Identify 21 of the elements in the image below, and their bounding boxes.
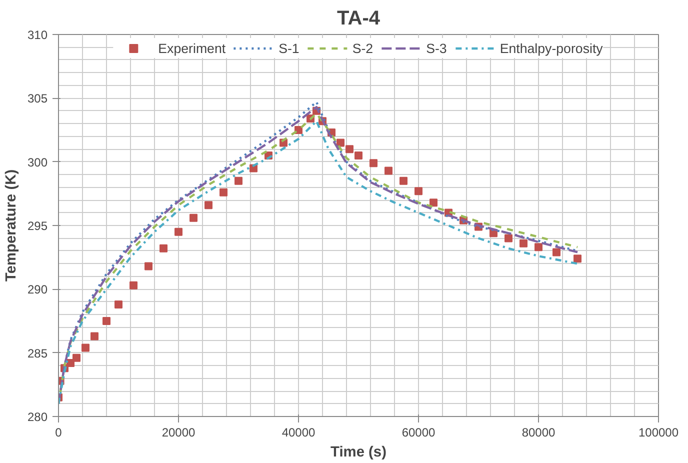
legend-label: S-1 — [278, 40, 300, 56]
x-tick-label: 60000 — [402, 426, 436, 440]
y-tick-label: 300 — [27, 155, 48, 170]
legend-label: Enthalpy-porosity — [500, 40, 603, 56]
y-tick-label: 280 — [27, 410, 48, 424]
x-tick-label: 40000 — [282, 426, 316, 440]
legend-label: Experiment — [158, 40, 226, 56]
x-axis-title: Time (s) — [330, 444, 387, 460]
legend-label: S-3 — [426, 40, 447, 56]
legend-label: S-2 — [352, 40, 374, 56]
chart-title: TA-4 — [337, 8, 381, 30]
x-tick-label: 100000 — [638, 426, 679, 440]
y-axis-title: Temperature (K) — [3, 169, 20, 282]
y-tick-label: 285 — [27, 346, 48, 360]
y-tick-label: 295 — [27, 219, 48, 233]
y-tick-label: 290 — [27, 282, 48, 297]
y-tick-label: 310 — [27, 28, 48, 42]
x-tick-label: 80000 — [522, 426, 556, 440]
x-tick-label: 0 — [55, 426, 62, 440]
x-tick-label: 20000 — [162, 426, 196, 440]
y-tick-label: 305 — [27, 92, 48, 106]
